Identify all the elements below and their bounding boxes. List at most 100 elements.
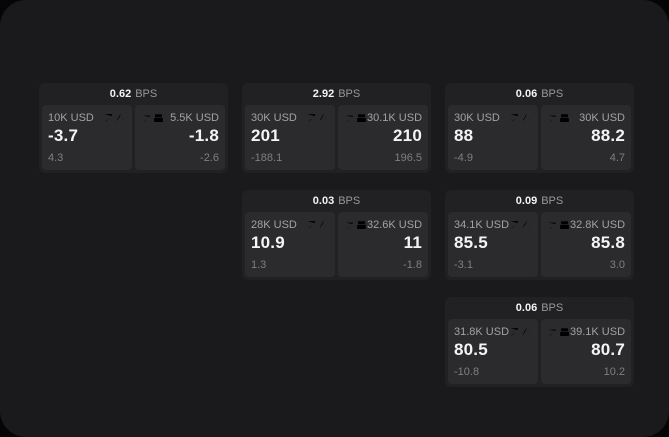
buy-change: 1.3 (251, 259, 267, 271)
quote-body: 34.1K USD 85.5 -3.1 32.8K USD (445, 212, 634, 280)
cjk-buy-glyph-1 (509, 219, 520, 230)
cjk-sell-glyph-2 (559, 326, 570, 337)
sell-quote-tile[interactable]: 30K USD 88.2 4.7 (541, 105, 631, 170)
sell-price: 85.8 (591, 233, 625, 252)
sell-quote-tile[interactable]: 39.1K USD 80.7 10.2 (541, 319, 631, 384)
buy-side-label (509, 219, 532, 230)
spread-value: 0.06 (515, 302, 538, 314)
buy-quote-tile[interactable]: 30K USD 88 -4.9 (448, 105, 538, 170)
spread-header: 2.92 BPS (242, 83, 431, 105)
buy-quote-tile[interactable]: 31.8K USD 80.5 -10.8 (448, 319, 538, 384)
buy-side-label (306, 219, 329, 230)
cjk-buy-glyph-2 (521, 112, 532, 123)
quote-card: 0.03 BPS 28K USD 10.9 1.3 (242, 190, 431, 280)
sell-side-label (547, 219, 570, 230)
spread-value: 2.92 (312, 88, 335, 100)
buy-quote-tile[interactable]: 30K USD 201 -188.1 (245, 105, 335, 170)
cjk-buy-glyph-1 (509, 112, 520, 123)
buy-price: 85.5 (454, 233, 488, 252)
sell-price: 88.2 (591, 126, 625, 145)
cjk-sell-glyph-2 (559, 112, 570, 123)
buy-side-label (103, 112, 126, 123)
buy-price: 10.9 (251, 233, 285, 252)
buy-size: 34.1K USD (454, 218, 510, 231)
cjk-sell-glyph-1 (141, 112, 152, 123)
buy-price: 80.5 (454, 340, 488, 359)
cjk-sell-glyph-2 (356, 219, 367, 230)
spread-header: 0.03 BPS (242, 190, 431, 212)
spread-unit: BPS (338, 195, 361, 207)
sell-quote-tile[interactable]: 30.1K USD 210 196.5 (338, 105, 428, 170)
sell-side-label (547, 112, 570, 123)
cjk-buy-glyph-1 (103, 112, 114, 123)
spread-value: 0.06 (515, 88, 538, 100)
sell-side-label (141, 112, 164, 123)
cjk-buy-glyph-1 (306, 112, 317, 123)
cjk-sell-glyph-1 (547, 326, 558, 337)
quote-card: 2.92 BPS 30K USD 201 -188.1 (242, 83, 431, 173)
quote-card: 0.62 BPS 10K USD -3.7 4.3 (39, 83, 228, 173)
sell-side-label (547, 326, 570, 337)
buy-quote-tile[interactable]: 34.1K USD 85.5 -3.1 (448, 212, 538, 277)
quote-body: 30K USD 88 -4.9 30K USD 88.2 (445, 105, 634, 173)
sell-change: 10.2 (603, 366, 625, 378)
quote-body: 30K USD 201 -188.1 30.1K USD (242, 105, 431, 173)
sell-side-label (344, 112, 367, 123)
sell-change: 196.5 (394, 152, 422, 164)
buy-change: -188.1 (251, 152, 283, 164)
buy-price: 201 (251, 126, 280, 145)
spread-unit: BPS (541, 195, 564, 207)
sell-price: 210 (393, 126, 422, 145)
buy-change: 4.3 (48, 152, 64, 164)
sell-price: 11 (403, 233, 422, 252)
cjk-buy-glyph-1 (306, 219, 317, 230)
spread-unit: BPS (338, 88, 361, 100)
sell-quote-tile[interactable]: 5.5K USD -1.8 -2.6 (135, 105, 225, 170)
spread-unit: BPS (541, 302, 564, 314)
buy-size: 28K USD (251, 218, 297, 231)
cjk-sell-glyph-2 (153, 112, 164, 123)
buy-side-label (306, 112, 329, 123)
cjk-buy-glyph-2 (115, 112, 126, 123)
sell-quote-tile[interactable]: 32.6K USD 11 -1.8 (338, 212, 428, 277)
quote-card: 0.09 BPS 34.1K USD 85.5 -3.1 (445, 190, 634, 280)
sell-size: 32.6K USD (367, 218, 423, 231)
quote-body: 31.8K USD 80.5 -10.8 39.1K USD (445, 319, 634, 387)
buy-size: 30K USD (251, 111, 297, 124)
sell-size: 5.5K USD (170, 111, 219, 124)
sell-size: 30.1K USD (367, 111, 423, 124)
buy-change: -4.9 (454, 152, 473, 164)
sell-price: 80.7 (591, 340, 625, 359)
cjk-sell-glyph-1 (344, 219, 355, 230)
quote-body: 10K USD -3.7 4.3 5.5K USD -1. (39, 105, 228, 173)
cjk-buy-glyph-2 (318, 219, 329, 230)
buy-quote-tile[interactable]: 10K USD -3.7 4.3 (42, 105, 132, 170)
buy-size: 30K USD (454, 111, 500, 124)
buy-price: 88 (454, 126, 474, 145)
quote-card: 0.06 BPS 30K USD 88 -4.9 (445, 83, 634, 173)
cjk-sell-glyph-1 (547, 219, 558, 230)
buy-side-label (509, 112, 532, 123)
buy-price: -3.7 (48, 126, 79, 145)
buy-size: 10K USD (48, 111, 94, 124)
spread-unit: BPS (541, 88, 564, 100)
cjk-buy-glyph-2 (318, 112, 329, 123)
buy-change: -10.8 (454, 366, 480, 378)
buy-change: -3.1 (454, 259, 473, 271)
sell-price: -1.8 (188, 126, 219, 145)
buy-quote-tile[interactable]: 28K USD 10.9 1.3 (245, 212, 335, 277)
sell-change: -1.8 (403, 259, 422, 271)
cjk-buy-glyph-1 (509, 326, 520, 337)
sell-size: 39.1K USD (570, 325, 626, 338)
sell-quote-tile[interactable]: 32.8K USD 85.8 3.0 (541, 212, 631, 277)
cjk-sell-glyph-2 (356, 112, 367, 123)
spread-value: 0.09 (515, 195, 538, 207)
spread-header: 0.06 BPS (445, 83, 634, 105)
spread-header: 0.62 BPS (39, 83, 228, 105)
buy-size: 31.8K USD (454, 325, 510, 338)
sell-change: 3.0 (609, 259, 625, 271)
cjk-buy-glyph-2 (521, 219, 532, 230)
cjk-sell-glyph-1 (344, 112, 355, 123)
spread-header: 0.06 BPS (445, 297, 634, 319)
